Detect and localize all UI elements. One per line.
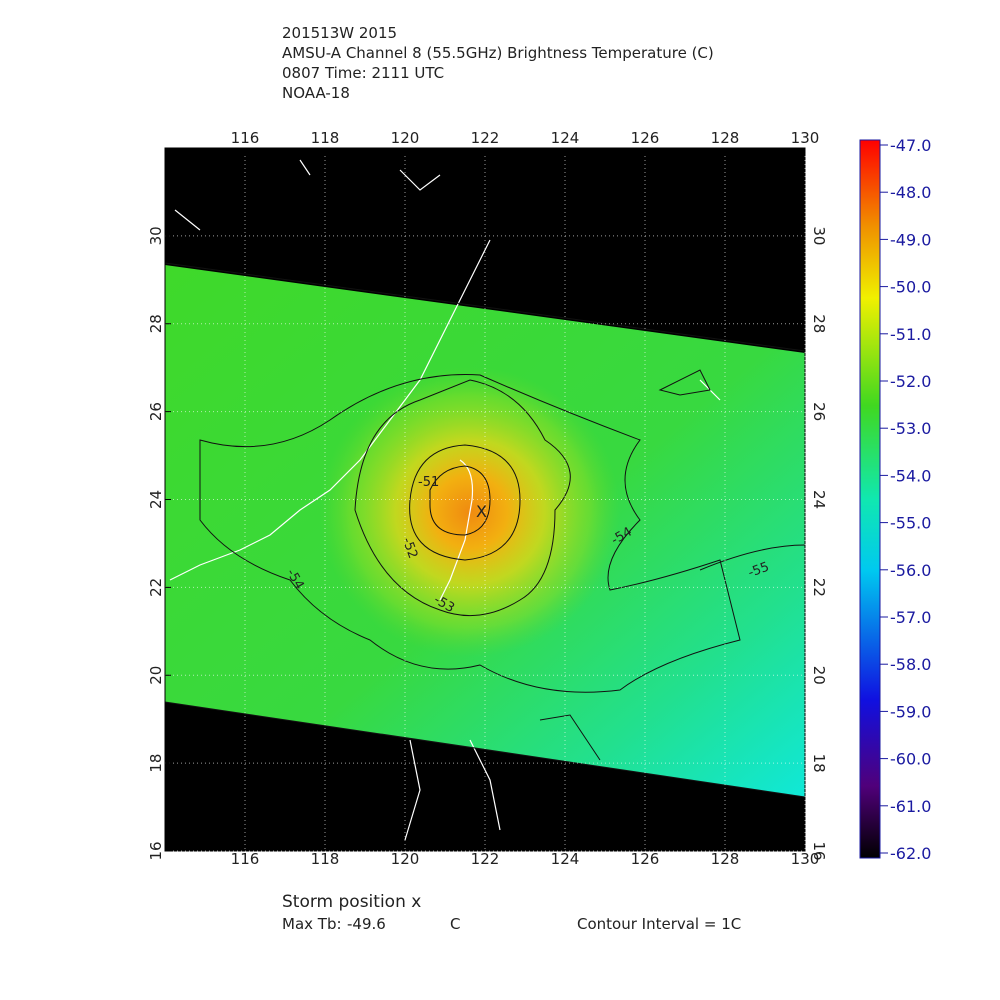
y-tick-label-left: 24 — [147, 490, 165, 509]
footer: Storm position x Max Tb: -49.6 C Contour… — [282, 892, 741, 933]
contour — [429, 465, 491, 536]
header: 201513W 2015 AMSU-A Channel 8 (55.5GHz) … — [282, 24, 714, 102]
contour — [354, 379, 571, 617]
contour — [539, 369, 805, 761]
max-tb-label: Max Tb: — [282, 915, 342, 933]
colorbar-tick-label: -61.0 — [890, 797, 931, 816]
contour-label: -55 — [746, 560, 771, 581]
colorbar-tick-label: -54.0 — [890, 466, 931, 485]
y-tick-label-right: 22 — [810, 578, 828, 597]
y-tick-label-right: 30 — [810, 226, 828, 245]
header-line: 0807 Time: 2111 UTC — [282, 64, 444, 82]
storm-marker: X — [476, 502, 487, 521]
colorbar-tick-label: -58.0 — [890, 655, 931, 674]
header-line: NOAA-18 — [282, 84, 350, 102]
colorbar-tick-label: -49.0 — [890, 230, 931, 249]
colorbar-ticks: -47.0 -48.0 -49.0 -50.0 -51.0 -52.0 -53.0 -54.0… — [880, 136, 931, 863]
y-tick-label-left: 30 — [147, 226, 165, 245]
x-tick-label-top: 120 — [391, 129, 420, 147]
contour-interval: Contour Interval = 1C — [577, 915, 741, 933]
max-tb-unit: C — [450, 915, 460, 933]
ticks: 116 116 118 118 120 120 122 122 124 124 126 126 128 1… — [147, 129, 828, 868]
contour-label: -52 — [399, 536, 420, 561]
colorbar-tick-label: -55.0 — [890, 514, 931, 533]
x-tick-label-bottom: 116 — [231, 850, 260, 868]
y-tick-label-left: 16 — [147, 841, 165, 860]
x-tick-label-bottom: 122 — [471, 850, 500, 868]
y-tick-label-right: 18 — [810, 754, 828, 773]
y-tick-label-right: 28 — [810, 314, 828, 333]
x-tick-label-bottom: 118 — [311, 850, 340, 868]
x-tick-label-bottom: 128 — [711, 850, 740, 868]
y-tick-label-left: 26 — [147, 402, 165, 421]
colorbar-tick-label: -57.0 — [890, 608, 931, 627]
contour — [199, 374, 741, 693]
y-tick-label-right: 20 — [810, 666, 828, 685]
max-tb-value: -49.6 — [347, 915, 386, 933]
colorbar-tick-label: -53.0 — [890, 419, 931, 438]
x-tick-label-bottom: 124 — [551, 850, 580, 868]
colorbar-tick-label: -62.0 — [890, 844, 931, 863]
colorbar-tick-label: -50.0 — [890, 278, 931, 297]
x-tick-label-top: 128 — [711, 129, 740, 147]
header-line: 201513W 2015 — [282, 24, 397, 42]
colorbar-tick-label: -52.0 — [890, 372, 931, 391]
colorbar-tick-label: -48.0 — [890, 183, 931, 202]
contour — [409, 444, 521, 561]
colorbar-tick-label: -60.0 — [890, 750, 931, 769]
colorbar-tick-label: -51.0 — [890, 325, 931, 344]
colorbar-tick-label: -59.0 — [890, 702, 931, 721]
x-tick-label-top: 130 — [791, 129, 820, 147]
y-tick-label-left: 22 — [147, 578, 165, 597]
x-tick-label-top: 122 — [471, 129, 500, 147]
y-tick-label-left: 20 — [147, 666, 165, 685]
swath-edge — [165, 262, 805, 352]
x-tick-label-bottom: 130 — [791, 850, 820, 868]
x-tick-label-top: 126 — [631, 129, 660, 147]
y-tick-label-left: 28 — [147, 314, 165, 333]
storm-position-text: Storm position x — [282, 892, 421, 912]
colorbar-tick-label: -56.0 — [890, 561, 931, 580]
header-line: AMSU-A Channel 8 (55.5GHz) Brightness Te… — [282, 44, 714, 62]
coastline — [169, 159, 721, 841]
swath-edge — [165, 701, 805, 798]
y-tick-label-right: 26 — [810, 402, 828, 421]
x-tick-label-top: 116 — [231, 129, 260, 147]
x-tick-label-bottom: 126 — [631, 850, 660, 868]
colorbar — [859, 139, 881, 859]
grid — [165, 148, 806, 852]
y-tick-label-right: 16 — [810, 841, 828, 860]
x-tick-label-bottom: 120 — [391, 850, 420, 868]
x-tick-label-top: 124 — [551, 129, 580, 147]
x-tick-label-top: 118 — [311, 129, 340, 147]
contour-label: -51 — [418, 475, 439, 490]
y-tick-label-right: 24 — [810, 490, 828, 509]
y-tick-label-left: 18 — [147, 754, 165, 773]
colorbar-tick-label: -47.0 — [890, 136, 931, 155]
